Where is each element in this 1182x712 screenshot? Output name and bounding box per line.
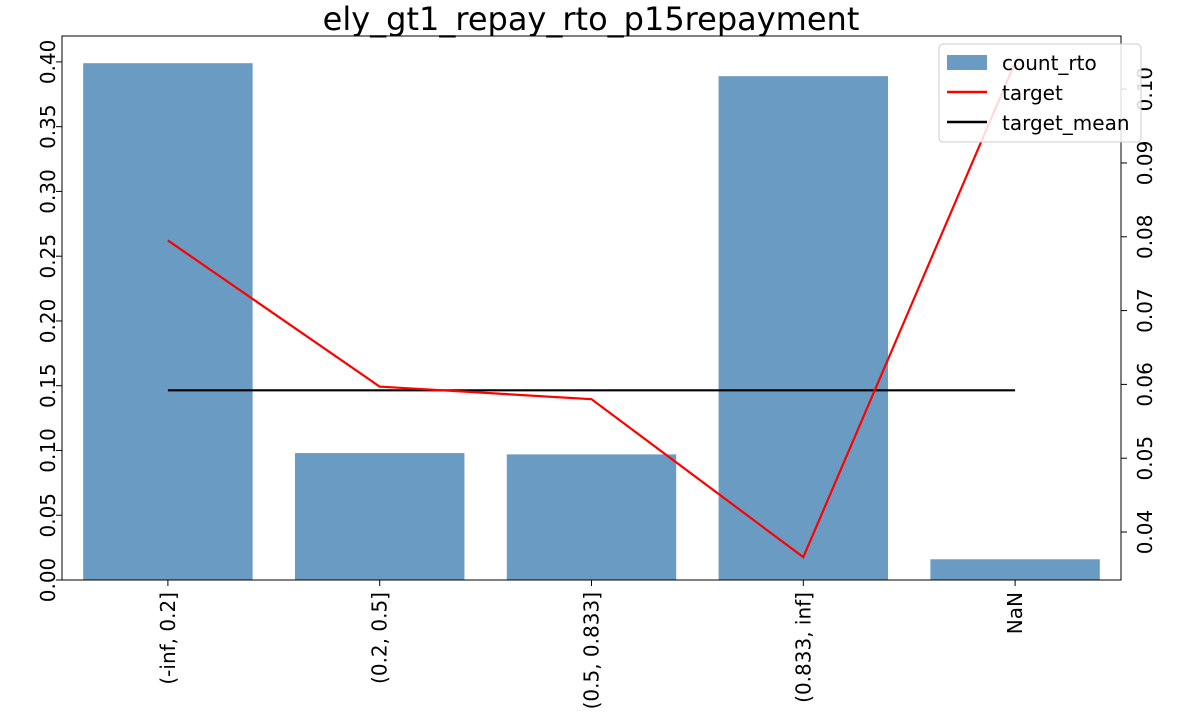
y-right-tick-label-2: 0.06 [1133,362,1157,407]
y-left-tick-label-7: 0.35 [36,104,60,149]
bar-2 [506,454,677,580]
y-left-tick-label-3: 0.15 [36,363,60,408]
bar-3 [718,76,889,581]
legend-label-target: target [1002,81,1063,105]
y-right-tick-label-5: 0.09 [1133,141,1157,186]
chart-title: ely_gt1_repay_rto_p15repayment [323,0,860,38]
y-left-tick-label-2: 0.10 [36,428,60,473]
y-left-tick-label-8: 0.40 [36,40,60,85]
legend: count_rto target target_mean [938,43,1142,143]
y-left-tick-label-4: 0.20 [36,299,60,344]
y-right-tick-label-1: 0.05 [1133,436,1157,481]
legend-label-target-mean: target_mean [1002,111,1130,135]
bar-0 [83,63,253,580]
bar-4 [930,559,1100,580]
bars-layer [83,63,1100,581]
x-tick-label-3: (0.833, inf] [791,592,815,703]
lines-layer [167,62,1017,559]
line-target [167,62,1017,559]
y-right-tick-label-3: 0.07 [1133,288,1157,333]
y-right-tick-label-0: 0.04 [1133,510,1157,555]
y-axis-left: 0.00 0.05 0.10 0.15 0.20 0.25 0.30 0.35 0.40 [36,40,62,603]
legend-label-count-rto: count_rto [1002,51,1097,75]
y-left-tick-label-1: 0.05 [36,493,60,538]
y-left-tick-label-6: 0.30 [36,169,60,214]
bar-1 [294,453,465,580]
x-tick-label-2: (0.5, 0.833] [580,592,604,709]
legend-swatch-count-rto [947,55,987,70]
legend-box [938,43,1142,143]
x-axis: (-inf, 0.2] (0.2, 0.5] (0.5, 0.833] (0.833,… [156,580,1027,709]
y-left-tick-label-5: 0.25 [36,234,60,279]
y-right-tick-label-4: 0.08 [1133,215,1157,260]
y-left-tick-label-0: 0.00 [36,558,60,603]
x-tick-label-4: NaN [1003,592,1027,634]
x-tick-label-1: (0.2, 0.5] [368,592,392,684]
x-tick-label-0: (-inf, 0.2] [156,592,180,685]
